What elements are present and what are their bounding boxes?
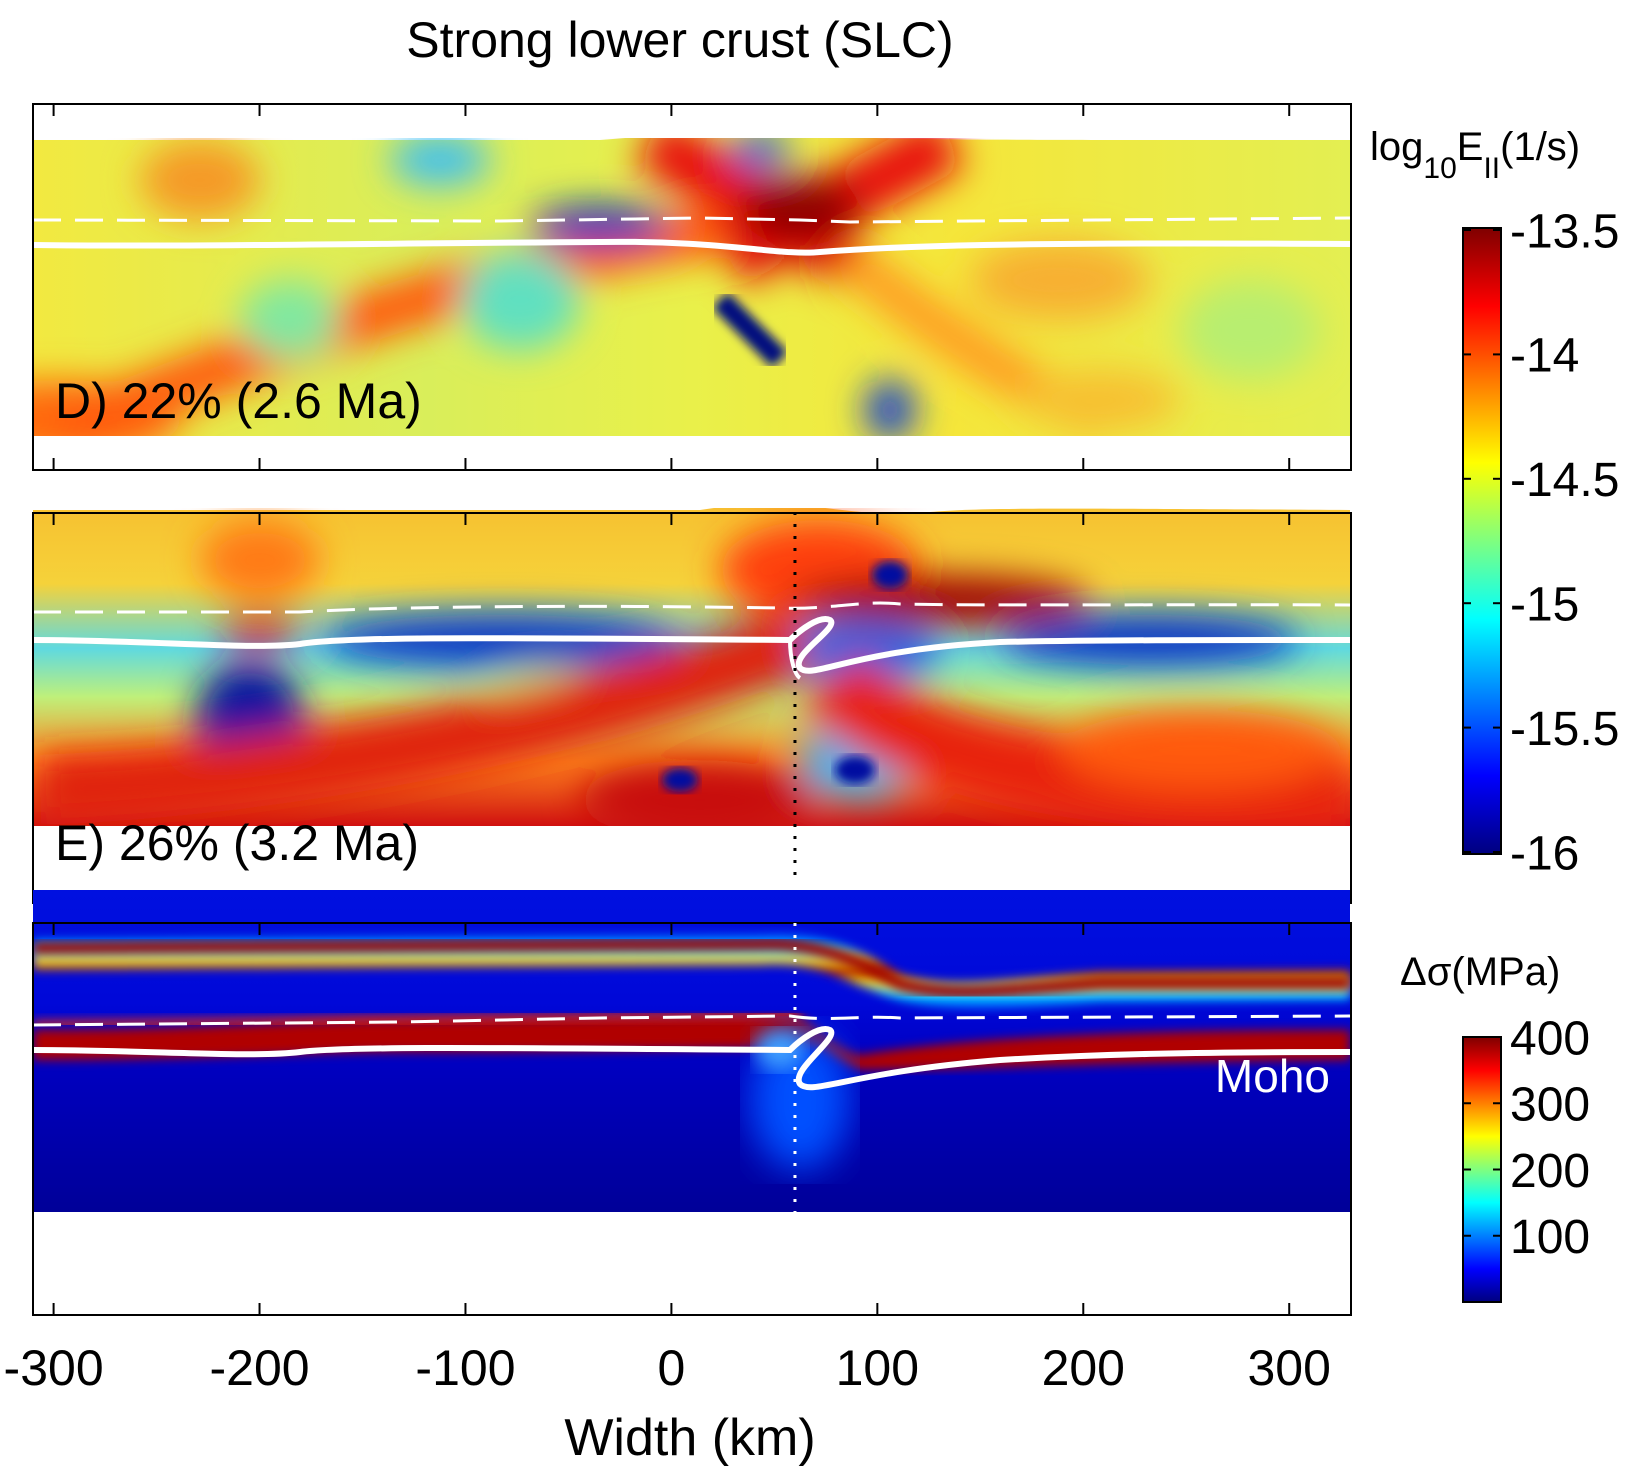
colorbar-tick-label: 100 <box>1510 1211 1590 1264</box>
panel-f-axes-frame <box>32 922 1352 1316</box>
x-axis-label: Width (km) <box>564 1409 815 1467</box>
colorbar-1-ramp <box>1462 227 1502 855</box>
panel-e-field <box>33 508 1350 826</box>
panel-e-label: E) 26% (3.2 Ma) <box>55 815 419 871</box>
colorbar-stress: Δσ(MPa) 400 300 200 100 <box>1400 950 1590 1303</box>
panel-d-xticks <box>52 104 1291 470</box>
panel-d: D) 22% (2.6 Ma) <box>32 103 1352 471</box>
colorbar-2-ticks: 400 300 200 100 <box>1463 1012 1590 1264</box>
xtick-label: 300 <box>1248 1340 1331 1396</box>
colorbar-strain-rate: log10EII(1/s) -13.5 -14 -14.5 -15 -15.5 -16 <box>1370 125 1619 880</box>
colorbar-1-label: log10EII(1/s) <box>1370 125 1580 185</box>
colorbar-tick-label: -15.5 <box>1510 703 1619 756</box>
colorbar-2-label: Δσ(MPa) <box>1400 950 1560 994</box>
colorbar-tick-label: -14.5 <box>1510 454 1619 507</box>
panel-d-field <box>33 138 1350 436</box>
colorbar-tick-label: 300 <box>1510 1079 1590 1132</box>
panel-f-label: F) 26% (3.2 Ma) <box>55 1205 416 1261</box>
colorbar-tick-label: -13.5 <box>1510 205 1619 258</box>
xtick-label: -100 <box>415 1340 515 1396</box>
panel-d-axes-frame <box>32 103 1352 471</box>
xtick-label: -200 <box>209 1340 309 1396</box>
xtick-label: -300 <box>4 1340 104 1396</box>
xtick-label: 100 <box>836 1340 919 1396</box>
colorbar-tick-label: -16 <box>1510 827 1579 880</box>
panel-e: E) 26% (3.2 Ma) <box>32 508 1352 904</box>
colorbar-tick-label: 400 <box>1510 1012 1590 1065</box>
xtick-label: 0 <box>658 1340 686 1396</box>
panel-f-xticks <box>52 923 1291 1315</box>
colorbar-tick-label: -14 <box>1510 330 1579 383</box>
xtick-label: 200 <box>1042 1340 1125 1396</box>
panel-f: Moho F) 26% (3.2 Ma) <box>32 890 1352 1316</box>
panel-d-label: D) 22% (2.6 Ma) <box>55 373 422 429</box>
colorbar-1-ticks: -13.5 -14 -14.5 -15 -15.5 -16 <box>1463 205 1619 880</box>
panel-f-field <box>33 890 1350 1212</box>
moho-label: Moho <box>1215 1050 1330 1102</box>
colorbar-tick-label: 200 <box>1510 1145 1590 1198</box>
x-tick-labels: -300 -200 -100 0 100 200 300 <box>4 1340 1331 1396</box>
figure-title: Strong lower crust (SLC) <box>406 12 953 68</box>
colorbar-tick-label: -15 <box>1510 578 1579 631</box>
